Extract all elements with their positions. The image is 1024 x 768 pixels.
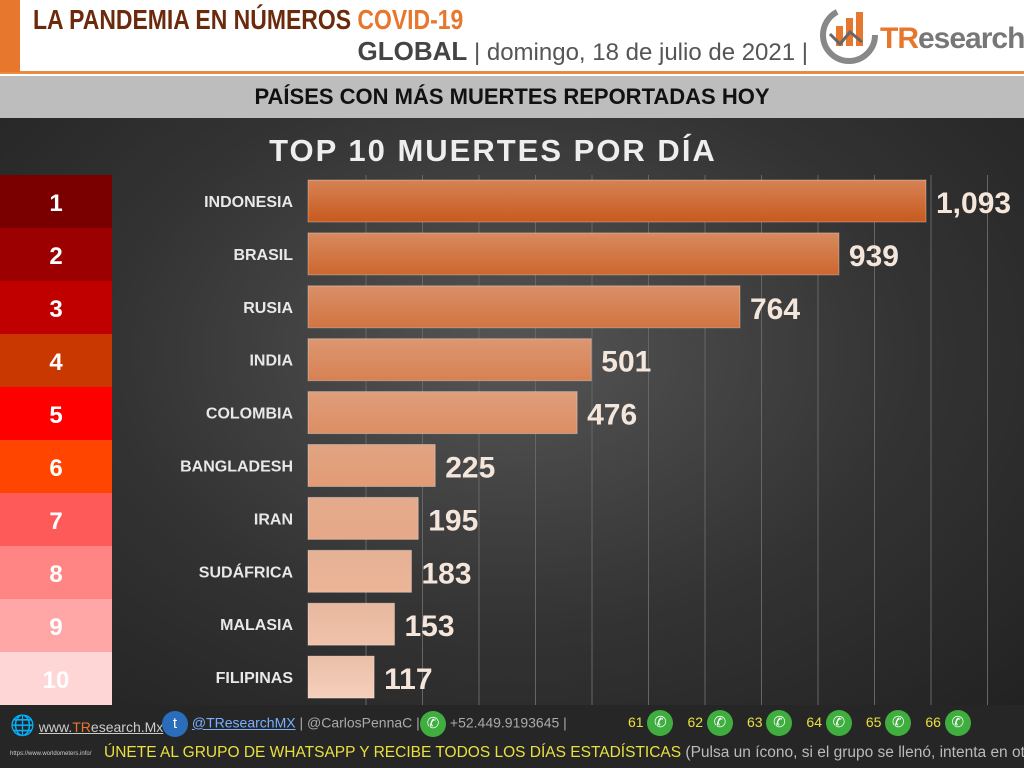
whatsapp-group-63[interactable]: 63 ✆ <box>746 710 793 736</box>
rank-label: 1 <box>49 190 62 217</box>
value-label: 501 <box>601 346 651 379</box>
rank-label: 10 <box>43 667 70 694</box>
whatsapp-icon: ✆ <box>885 710 912 736</box>
accent-bar <box>0 0 20 72</box>
rank-box <box>0 599 112 652</box>
category-label: FILIPINAS <box>216 670 294 687</box>
category-label: COLOMBIA <box>206 406 294 423</box>
twitter-link[interactable]: @TResearchMX <box>191 714 296 731</box>
value-label: 764 <box>750 293 800 326</box>
rank-box <box>0 546 112 599</box>
bar <box>307 549 412 593</box>
whatsapp-group-65[interactable]: 65 ✆ <box>865 710 912 736</box>
whatsapp-icon: ✆ <box>944 710 971 736</box>
date-line: GLOBAL | domingo, 18 de julio de 2021 | <box>358 36 808 67</box>
logo-chart-icon <box>820 6 878 64</box>
tresearch-logo: TResearch <box>818 4 1024 66</box>
rank-box <box>0 387 112 440</box>
value-label: 195 <box>428 504 478 537</box>
rank-label: 6 <box>49 455 62 482</box>
rank-label: 3 <box>49 296 62 323</box>
bar <box>307 655 375 699</box>
group-number: 62 <box>687 713 704 730</box>
whatsapp-group-62[interactable]: 62 ✆ <box>687 710 733 736</box>
value-label: 939 <box>849 240 899 273</box>
author-handle: | @CarlosPennaC | <box>299 714 420 731</box>
rank-label: 8 <box>49 561 62 588</box>
whatsapp-icon: ✆ <box>706 710 733 736</box>
category-label: IRAN <box>254 511 293 528</box>
web-brand: TR <box>72 719 91 735</box>
logo-prefix: TR <box>880 22 919 55</box>
bar <box>307 179 927 223</box>
category-label: MALASIA <box>220 617 293 634</box>
cta-text: ÚNETE AL GRUPO DE WHATSAPP Y RECIBE TODO… <box>104 744 682 761</box>
title-main: LA PANDEMIA EN NÚMEROS <box>33 4 352 35</box>
bar <box>307 496 419 540</box>
bar <box>307 602 396 646</box>
rank-box <box>0 175 112 228</box>
web-suffix: esearch.Mx <box>90 719 164 735</box>
cta-note: (Pulsa un ícono, si el grupo se llenó, i… <box>685 744 1024 761</box>
rank-box <box>0 228 112 281</box>
page-title: LA PANDEMIA EN NÚMEROS COVID-19 <box>33 4 463 36</box>
category-label: BANGLADESH <box>180 459 293 476</box>
group-number: 65 <box>865 713 882 730</box>
value-label: 183 <box>421 557 471 590</box>
whatsapp-icon: ✆ <box>825 710 852 736</box>
rank-box <box>0 493 112 546</box>
phone-icon: ✆ <box>420 711 446 737</box>
value-label: 225 <box>445 452 495 485</box>
category-label: INDIA <box>249 353 293 370</box>
rank-label: 2 <box>49 243 62 270</box>
value-label: 476 <box>587 399 637 432</box>
rank-box <box>0 281 112 334</box>
value-label: 1,093 <box>936 187 1011 220</box>
bar <box>307 232 840 276</box>
logo-suffix: esearch <box>918 22 1024 55</box>
whatsapp-group-61[interactable]: 61 ✆ <box>628 710 674 736</box>
value-label: 153 <box>405 610 455 643</box>
date: | domingo, 18 de julio de 2021 | <box>473 39 808 66</box>
header: LA PANDEMIA EN NÚMEROS COVID-19 GLOBAL |… <box>0 0 1024 74</box>
category-label: BRASIL <box>233 247 293 264</box>
chart-title: TOP 10 MUERTES POR DÍA <box>269 133 717 168</box>
whatsapp-group-64[interactable]: 64 ✆ <box>806 710 852 736</box>
bar <box>307 338 592 382</box>
bar <box>307 285 741 329</box>
group-number: 61 <box>628 713 644 730</box>
rank-label: 4 <box>49 349 63 376</box>
rank-label: 7 <box>49 508 62 535</box>
whatsapp-icon: ✆ <box>647 710 674 736</box>
bar <box>307 444 436 487</box>
category-label: INDONESIA <box>204 194 293 211</box>
twitter-icon: t <box>162 711 188 737</box>
rank-label: 5 <box>49 402 62 429</box>
group-number: 63 <box>746 713 763 730</box>
group-number: 64 <box>806 713 822 730</box>
whatsapp-icon: ✆ <box>766 710 793 736</box>
web-prefix: www. <box>38 719 73 735</box>
rank-box <box>0 440 112 493</box>
category-label: RUSIA <box>243 300 293 317</box>
category-label: SUDÁFRICA <box>199 562 294 581</box>
source-url[interactable]: https://www.worldometers.info/ <box>10 751 92 757</box>
phone-number: +52.449.9193645 | <box>449 714 567 731</box>
rank-box <box>0 334 112 387</box>
globe-icon: 🌐 <box>10 715 35 737</box>
title-accent: COVID-19 <box>357 4 464 35</box>
group-number: 66 <box>925 713 941 730</box>
bar <box>307 391 578 435</box>
rank-box <box>0 652 112 705</box>
whatsapp-group-66[interactable]: 66 ✆ <box>925 710 971 736</box>
rank-label: 9 <box>49 614 62 641</box>
value-label: 117 <box>384 663 432 696</box>
subtitle: PAÍSES CON MÁS MUERTES REPORTADAS HOY <box>0 76 1024 118</box>
footer: 🌐 www.TResearch.Mx | t @TResearchMX | @C… <box>0 705 1024 768</box>
scope: GLOBAL <box>357 36 468 66</box>
website-link[interactable]: www.TResearch.Mx <box>39 719 163 735</box>
